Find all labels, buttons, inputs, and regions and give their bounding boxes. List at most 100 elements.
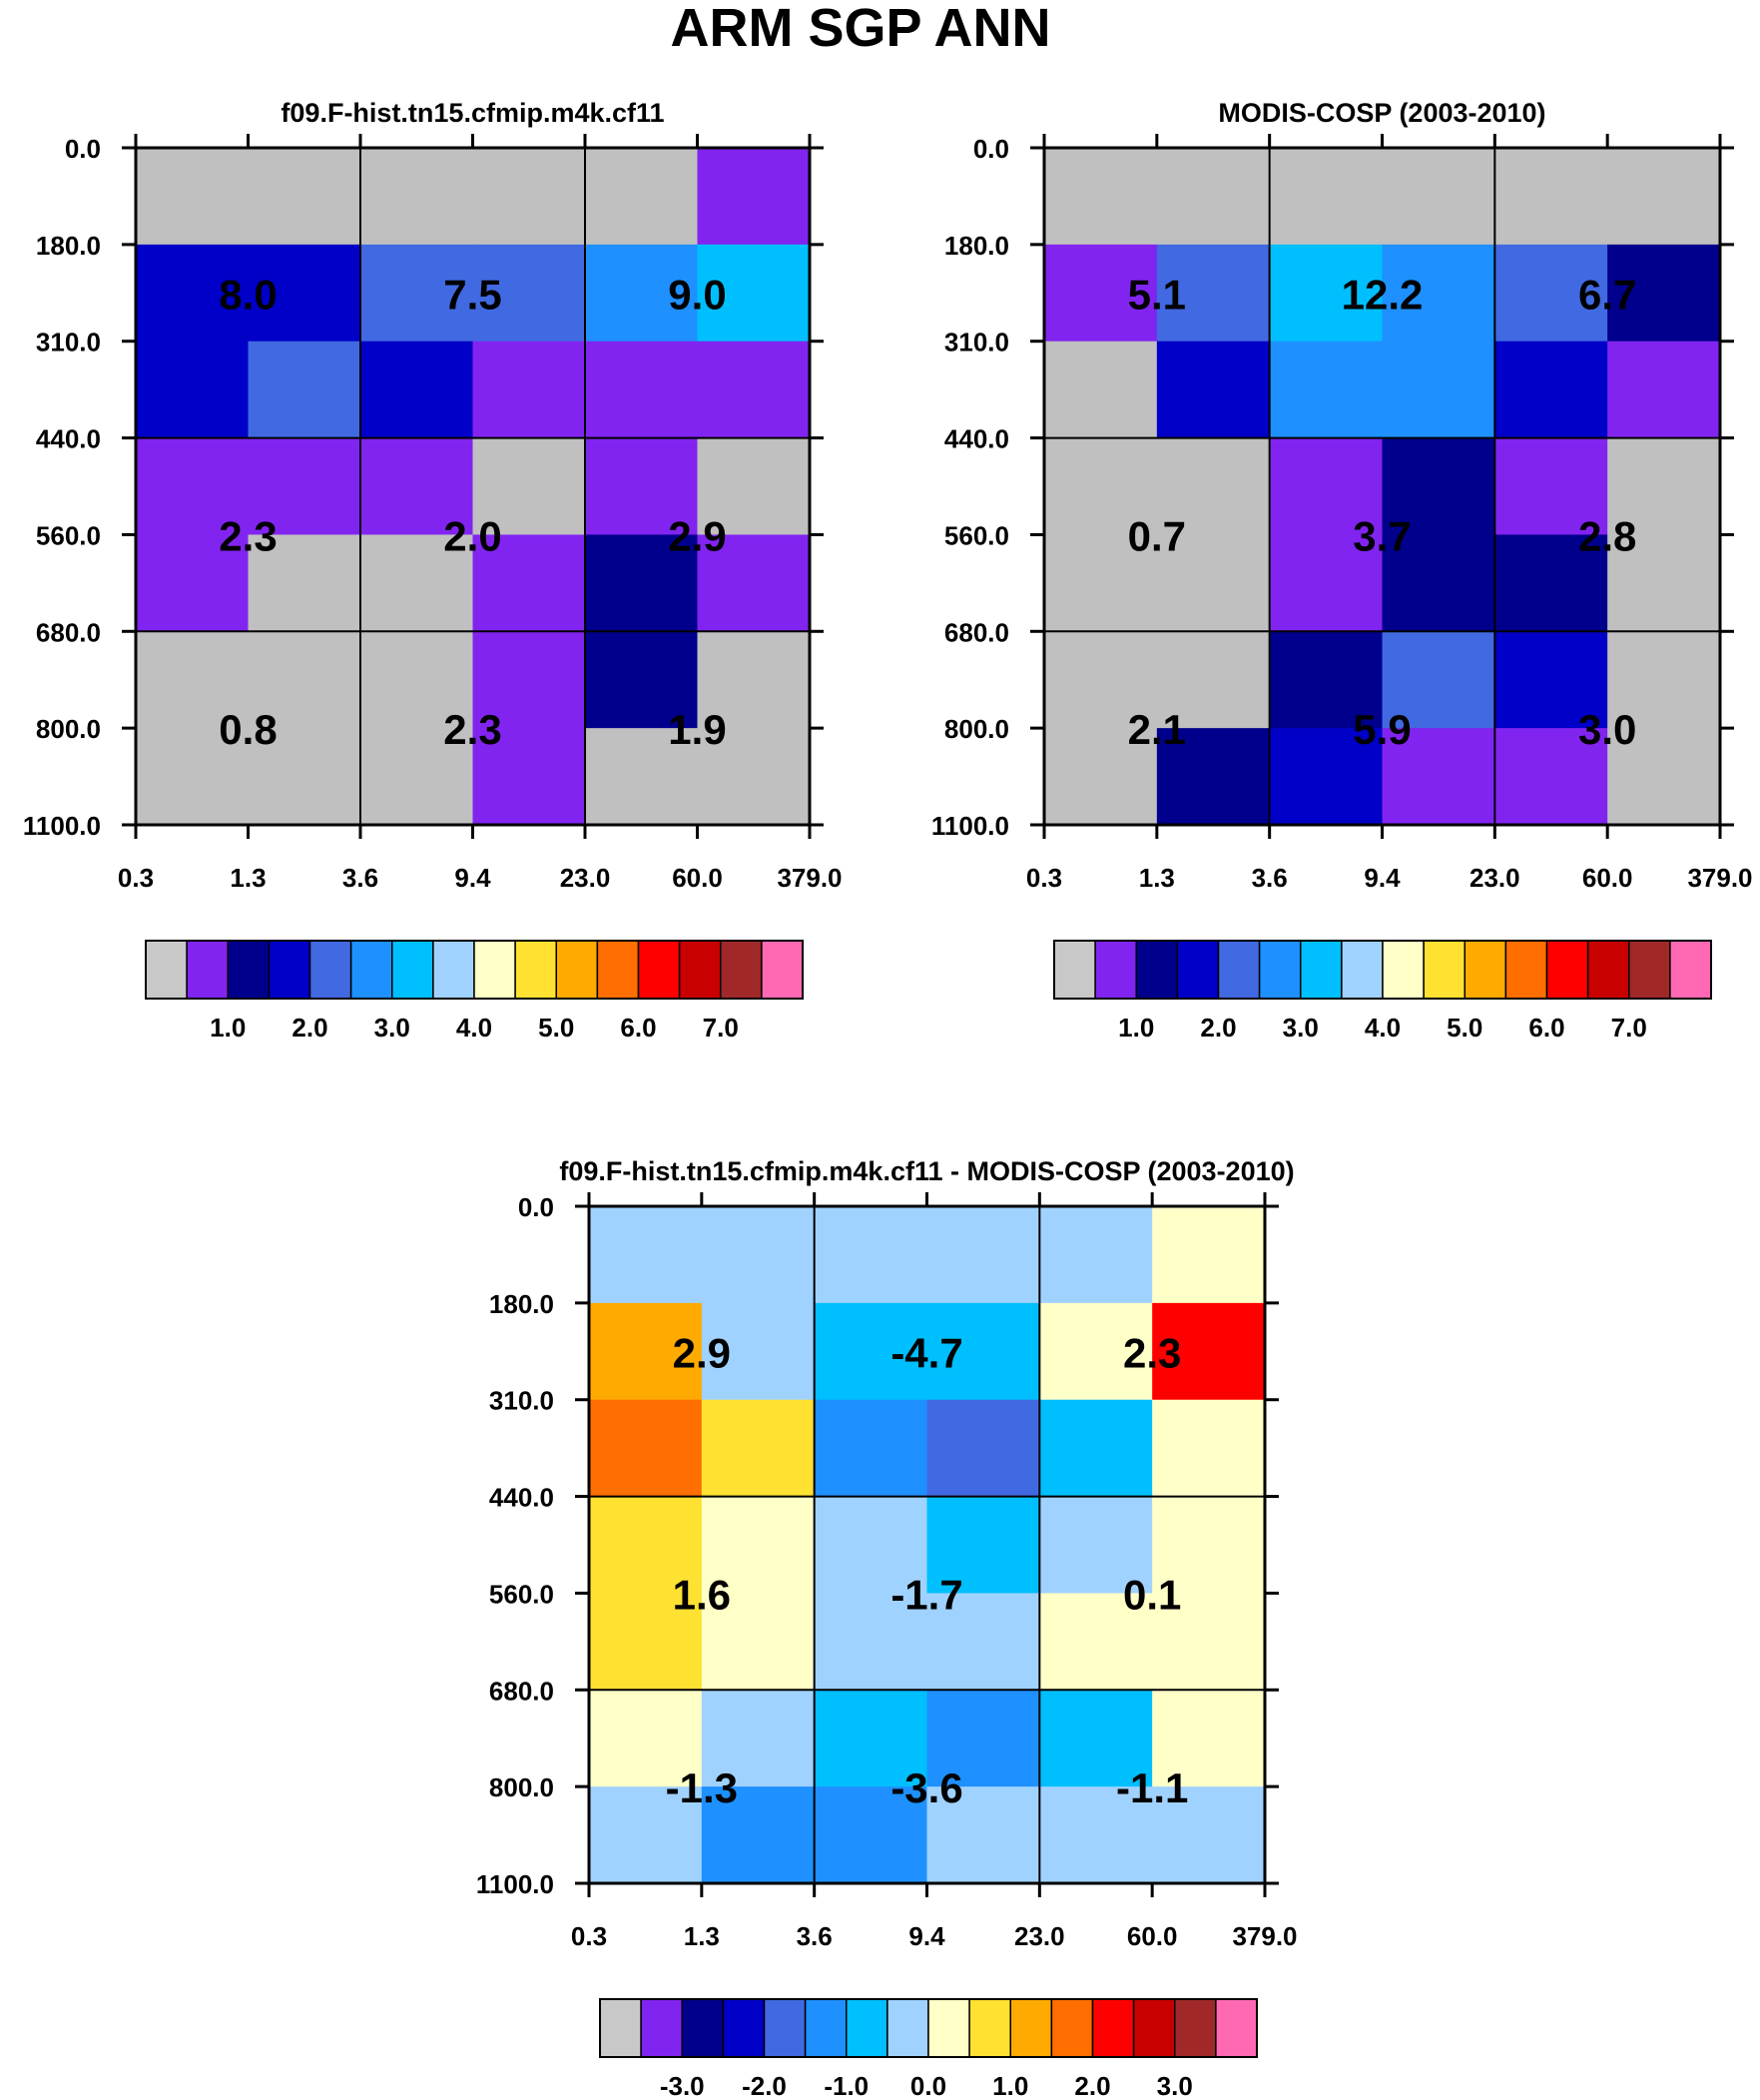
heatmap-cell (1044, 631, 1158, 729)
heatmap-cell (472, 341, 586, 439)
heatmap-cell (360, 341, 474, 439)
heatmap-cell (1152, 1786, 1266, 1884)
colorbar-label: 3.0 (374, 1013, 410, 1043)
heatmap-cell (1044, 148, 1158, 246)
heatmap-cell (814, 1399, 928, 1498)
y-tick-label: 680.0 (944, 617, 1009, 647)
heatmap-cell (589, 1399, 703, 1498)
heatmap-cell (1152, 1206, 1266, 1304)
y-tick-label: 180.0 (36, 231, 101, 261)
x-tick-label: 60.0 (1127, 1921, 1178, 1951)
heatmap-cell (589, 1690, 703, 1787)
heatmap-cell (1156, 534, 1271, 632)
heatmap-cell (248, 631, 361, 729)
colorbar-swatch (968, 1998, 1011, 2058)
x-tick-label: 3.6 (342, 863, 378, 893)
heatmap-cell (1269, 631, 1384, 729)
heatmap-cell (1269, 534, 1384, 632)
y-tick-label: 560.0 (944, 520, 1009, 550)
heatmap-cell (1044, 244, 1158, 343)
colorbar-label: 6.0 (620, 1013, 656, 1043)
heatmap-cell (1269, 244, 1384, 343)
heatmap-cell (1156, 148, 1271, 246)
box-value-label: -1.1 (1116, 1764, 1188, 1811)
heatmap-cell (701, 1593, 816, 1691)
heatmap-cell (1039, 1399, 1153, 1498)
colorbar-swatch (846, 1998, 888, 2058)
heatmap-cell (701, 1690, 816, 1787)
heatmap-cell (472, 728, 586, 826)
colorbar-label: -1.0 (824, 2071, 869, 2100)
colorbar-label: 3.0 (1157, 2071, 1193, 2100)
y-tick-label: 310.0 (489, 1386, 554, 1416)
x-tick-label: 60.0 (1582, 863, 1633, 893)
x-tick-label: 379.0 (777, 863, 842, 893)
colorbar-border (599, 1998, 1258, 2058)
heatmap-cell (1494, 437, 1608, 536)
colorbar-label: 2.0 (292, 1013, 327, 1043)
heatmap-cell (360, 148, 474, 246)
x-tick-label: 1.3 (1139, 863, 1175, 893)
y-tick-label: 680.0 (489, 1676, 554, 1706)
x-tick-label: 60.0 (672, 863, 723, 893)
heatmap-cell (1494, 728, 1608, 826)
box-value-label: 2.3 (219, 512, 277, 559)
colorbar-swatch (640, 1998, 683, 2058)
colorbar-swatch (804, 1998, 848, 2058)
y-tick-label: 800.0 (944, 714, 1009, 744)
x-tick-label: 379.0 (1232, 1921, 1297, 1951)
heatmap-cell (926, 1690, 1040, 1787)
heatmap-cell (472, 244, 586, 343)
colorbar-swatch (1669, 940, 1712, 1000)
heatmap-cell (585, 534, 699, 632)
box-value-label: 1.9 (668, 706, 726, 753)
heatmap-cell (1044, 534, 1158, 632)
heatmap-cell (1607, 728, 1721, 826)
heatmap-cell (697, 728, 811, 826)
colorbar-label: -2.0 (742, 2071, 787, 2100)
heatmap-cell (1156, 244, 1271, 343)
box-value-label: -1.7 (890, 1571, 962, 1618)
y-tick-label: 1100.0 (931, 811, 1009, 841)
heatmap-cell (1152, 1593, 1266, 1691)
heatmap-cell (136, 437, 250, 536)
x-tick-label: 3.6 (1252, 863, 1288, 893)
heatmap-cell (472, 437, 586, 536)
colorbar-label: 6.0 (1528, 1013, 1564, 1043)
heatmap-cell (926, 1786, 1040, 1884)
colorbar-swatch (761, 940, 804, 1000)
box-value-label: 9.0 (668, 271, 726, 318)
heatmap-cell (248, 534, 361, 632)
heatmap-cell (585, 437, 699, 536)
heatmap-cell (1156, 728, 1271, 826)
y-tick-label: 310.0 (36, 328, 101, 357)
box-value-label: 5.9 (1353, 706, 1411, 753)
heatmap-cell (1156, 631, 1271, 729)
colorbar-swatch (681, 1998, 725, 2058)
colorbar-label: 1.0 (210, 1013, 246, 1043)
heatmap-cell (814, 1496, 928, 1595)
colorbar-swatch (722, 1998, 766, 2058)
heatmap-cell (1039, 1786, 1153, 1884)
colorbar-swatch (145, 940, 188, 1000)
heatmap-cell (1039, 1302, 1153, 1401)
heatmap-cell (1607, 244, 1721, 343)
heatmap-cell (697, 631, 811, 729)
x-tick-label: 0.3 (118, 863, 154, 893)
heatmap-cell (1269, 728, 1384, 826)
y-tick-label: 180.0 (944, 231, 1009, 261)
heatmap-cell (926, 1496, 1040, 1595)
x-tick-label: 1.3 (230, 863, 266, 893)
box-value-label: -3.6 (890, 1764, 962, 1811)
colorbar-swatch (927, 1998, 970, 2058)
colorbar-swatch (1504, 940, 1548, 1000)
heatmap-cell (589, 1206, 703, 1304)
figure-title: ARM SGP ANN (670, 0, 1050, 58)
box-value-label: 3.0 (1578, 706, 1636, 753)
x-tick-label: 9.4 (908, 1921, 945, 1951)
heatmap-cell (1382, 728, 1495, 826)
colorbar-swatch (308, 940, 352, 1000)
y-tick-label: 440.0 (36, 424, 101, 454)
heatmap-cell (589, 1786, 703, 1884)
colorbar-swatch (1132, 1998, 1176, 2058)
